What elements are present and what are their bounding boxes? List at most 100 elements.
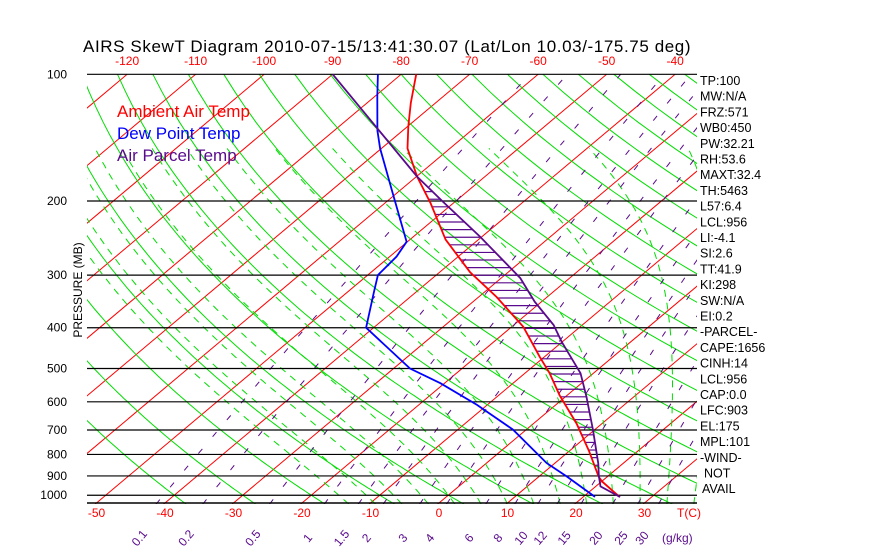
isotherm-line: [0, 74, 59, 504]
pressure-tick-label: 700: [47, 423, 67, 437]
mixing-ratio-line: [446, 154, 697, 504]
mixing-ratio-line: [514, 231, 697, 504]
stability-index: CAPE:1656: [700, 341, 765, 355]
wind-section-header: -WIND-: [700, 451, 742, 465]
isotherm-line: [87, 74, 265, 224]
stability-index: EI:0.2: [700, 310, 733, 324]
dry-adiabat-line: [258, 74, 697, 422]
mixing-ratio-line: [382, 90, 697, 504]
stability-indices: TP:100 MW:N/A FRZ:571 WB0:450 PW:32.21 R…: [700, 74, 765, 496]
dry-adiabat-line: [294, 74, 697, 391]
stability-index: LI:-4.1: [700, 231, 735, 245]
dry-adiabat-line: [87, 360, 256, 504]
mixing-ratio-tick-label: 15: [555, 528, 575, 547]
mixing-ratio-tick-label: 12: [531, 528, 551, 547]
moist-adiabat-line: [402, 148, 614, 504]
mixing-ratio-line: [658, 432, 697, 504]
dry-adiabat-line: [827, 74, 870, 504]
top-temp-tick-label: -50: [598, 54, 616, 68]
isotherm-line: [642, 458, 697, 504]
bottom-temp-tick-label: 0: [436, 506, 443, 520]
stability-index: L57:6.4: [700, 200, 742, 214]
isotherm-line: [87, 74, 470, 397]
top-temp-tick-label: -90: [324, 54, 342, 68]
mixing-ratio-tick-label: 8: [491, 531, 506, 545]
pressure-tick-label: 100: [47, 67, 67, 81]
isotherm-line: [87, 74, 333, 282]
temp-unit-label: T(C): [677, 506, 701, 520]
pressure-tick-label: 1000: [40, 488, 67, 502]
top-temp-tick-label: -120: [115, 54, 139, 68]
dry-adiabat-line: [187, 74, 697, 484]
stability-index: KI:298: [700, 278, 736, 292]
mixing-ratio-tick-label: 1.5: [331, 527, 353, 549]
mixing-ratio-line: [537, 259, 697, 504]
pressure-tick-label: 200: [47, 194, 67, 208]
dry-adiabat-line: [87, 165, 465, 504]
pressure-tick-label: 300: [47, 268, 67, 282]
wind-status: NOT: [704, 467, 731, 481]
pressure-tick-label: 900: [47, 469, 67, 483]
mixing-ratio-tick-label: 10: [511, 528, 531, 547]
mixing-ratio-tick-label: 1: [300, 531, 315, 545]
moist-adiabat-line: [121, 148, 456, 504]
mixing-ratio-tick-label: 25: [611, 528, 631, 547]
dry-adiabat-line: [87, 298, 326, 504]
moist-adiabat-line: [226, 148, 535, 504]
top-temp-tick-label: -70: [461, 54, 479, 68]
mixing-ratio-tick-label: 0.1: [129, 527, 151, 549]
top-temp-tick-label: -100: [252, 54, 276, 68]
air-parcel-temp-line: [332, 74, 621, 498]
bottom-temp-tick-label: -10: [362, 506, 380, 520]
isotherm-line: [87, 74, 402, 339]
stability-index: LCL:956: [700, 215, 747, 229]
stability-index: MAXT:32.4: [700, 168, 761, 182]
stability-index: TP:100: [700, 74, 740, 88]
pressure-tick-label: 400: [47, 321, 67, 335]
isotherm-line: [368, 227, 697, 504]
moist-adiabat-line: [151, 148, 482, 504]
stability-index: SW:N/A: [700, 294, 745, 308]
isotherm-line: [300, 170, 697, 504]
cape-hatching: [424, 191, 599, 474]
stability-index: EL:175: [700, 419, 740, 433]
pressure-lines: [87, 73, 697, 504]
top-temp-tick-label: -80: [392, 54, 410, 68]
parcel-section-header: -PARCEL-: [700, 325, 757, 339]
isotherm-line: [574, 400, 697, 504]
ambient-air-temp-line: [406, 74, 621, 498]
bottom-temp-tick-label: 20: [569, 506, 583, 520]
mixing-ratio-line: [323, 74, 665, 504]
dew-point-temp-line: [365, 74, 596, 498]
mixing-ratio-tick-label: 4: [422, 531, 437, 545]
top-temp-tick-label: -110: [184, 54, 207, 68]
dry-adiabat-line: [648, 74, 697, 111]
bottom-temp-tick-label: 10: [501, 506, 515, 520]
stability-index: WB0:450: [700, 121, 751, 135]
bottom-temp-tick-label: -40: [156, 506, 174, 520]
stability-index: MPL:101: [700, 435, 750, 449]
bottom-temp-tick-label: -20: [293, 506, 311, 520]
dry-adiabat-line: [87, 234, 395, 504]
dry-adiabat-line: [471, 74, 697, 247]
profiles: [332, 74, 621, 498]
dry-adiabat-line: [329, 74, 697, 362]
stability-index: TH:5463: [700, 184, 748, 198]
isotherm-line: [94, 74, 607, 504]
isotherm-line: [87, 74, 196, 167]
dry-adiabat-line: [223, 74, 697, 453]
pressure-tick-label: 600: [47, 395, 67, 409]
isotherm-line: [87, 74, 539, 455]
mixing-ratio-tick-label: 0.5: [242, 527, 264, 549]
stability-index: SI:2.6: [700, 247, 733, 261]
mixing-ratio-tick-label: 30: [632, 528, 652, 547]
bottom-temp-tick-label: 30: [638, 506, 652, 520]
stability-index: FRZ:571: [700, 105, 749, 119]
dry-adiabat-line: [87, 85, 534, 504]
top-temp-tick-label: -60: [529, 54, 547, 68]
mixing-ratio-unit-label: (g/kg): [662, 531, 693, 545]
wind-status: AVAIL: [702, 482, 736, 496]
moist-adiabat-line: [87, 217, 376, 504]
legend-air-parcel-temp: Air Parcel Temp: [117, 146, 237, 165]
stability-index: LFC:903: [700, 404, 748, 418]
